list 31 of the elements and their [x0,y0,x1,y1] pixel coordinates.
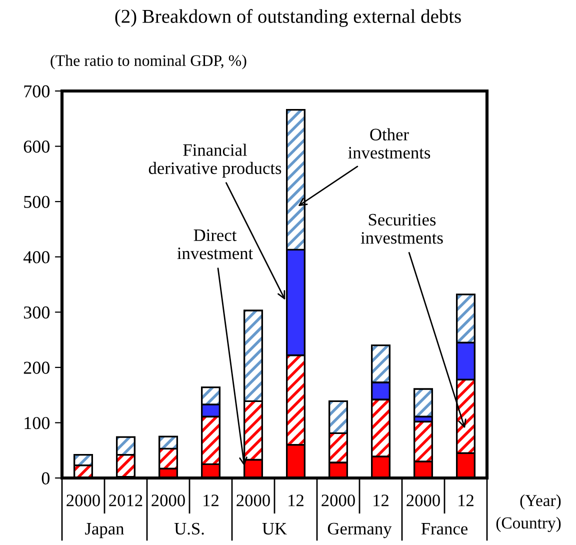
y-tick-label: 0 [42,472,50,484]
x-tick-label: 2000 [152,494,185,506]
x-tick-label: 2000 [406,494,440,506]
y-tick-label: 500 [24,196,50,208]
text: Japan [85,523,124,538]
text: France [421,523,468,535]
text: Securities investments [360,214,443,244]
x-tick-label: 12 [458,494,474,506]
text: Other investments [348,128,430,159]
y-tick-label: 400 [23,251,50,264]
y-tick-label: 100 [24,416,50,430]
x-tick-label: 12 [204,494,218,506]
y-tick-label: 200 [24,362,50,374]
x-tick-label: 12 [374,494,388,506]
x-tick-label: 2012 [109,494,142,506]
x-tick-label: 2000 [322,494,355,506]
x-tick-label: 2000 [236,494,270,506]
y-tick-label: 300 [24,306,50,319]
text: U.S. [174,522,204,535]
chart-title: (2) Breakdown of outstanding external debts [115,9,461,27]
y-axis-title: (The ratio to nominal GDP, %) [50,54,246,70]
text: Financial derivative products [148,144,282,178]
text: (Year) [520,494,561,510]
x-tick-label: 2000 [66,494,100,506]
x-tick-label: 12 [288,494,304,506]
text: Germany [328,522,392,538]
y-tick-label: 600 [24,140,50,153]
text: (Country) [496,516,561,532]
text: UK [262,523,287,535]
y-tick-label: 700 [24,85,50,98]
text: Direct investment [177,229,253,260]
